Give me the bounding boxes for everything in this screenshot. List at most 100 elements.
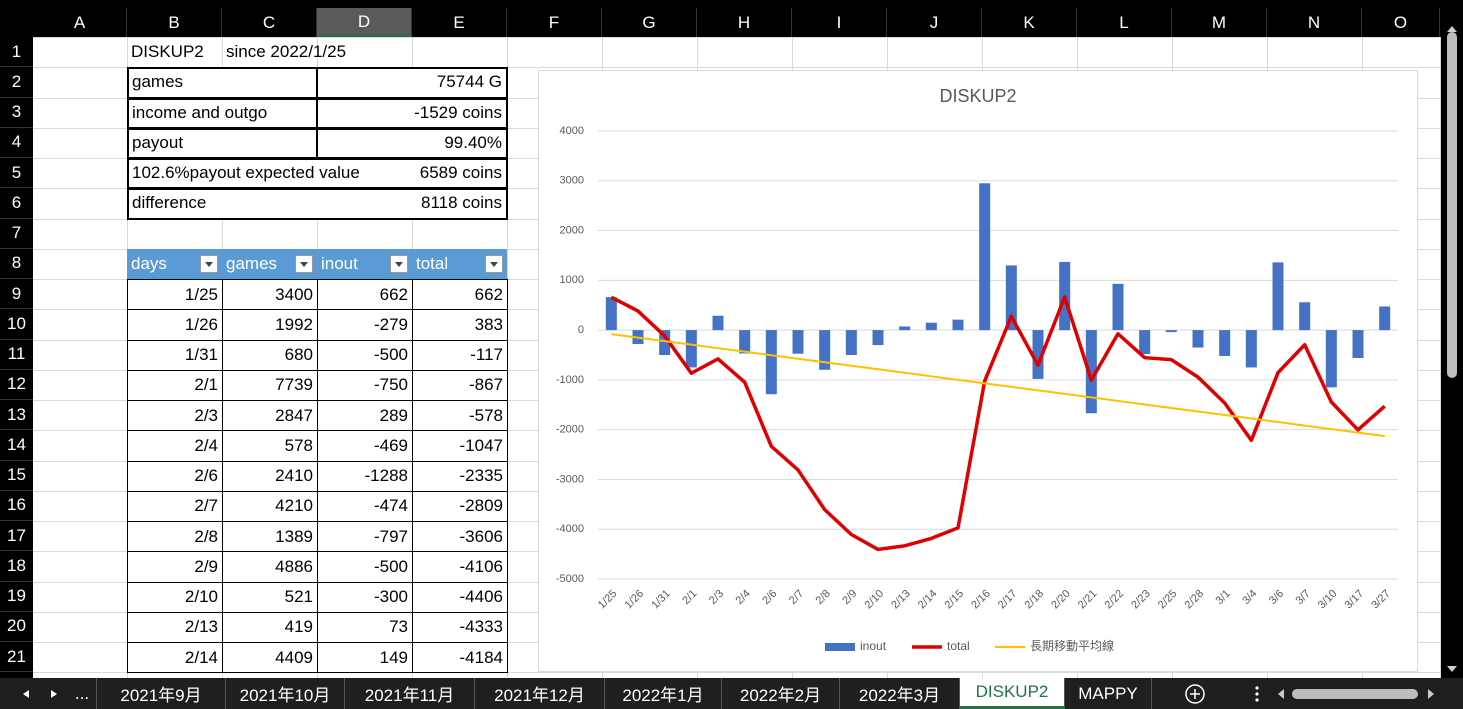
chart: DISKUP2 4000 3000 2000 1000 0 -1000 -2000 -3000… [538, 70, 1418, 672]
sheet-tab[interactable]: 2021年12月 [475, 678, 605, 709]
sheet-tab[interactable]: 2021年10月 [226, 678, 345, 709]
cell: DISKUP2 [131, 42, 204, 62]
add-sheet[interactable] [1183, 683, 1207, 705]
row-header: 10 [0, 309, 33, 340]
sheet-tab[interactable]: DISKUP2 [960, 678, 1065, 709]
filter-arrow [395, 261, 403, 267]
summary-label: games [132, 72, 184, 92]
table-cell: -500 [317, 339, 413, 371]
summary-value: 99.40% [444, 132, 502, 152]
filter-button[interactable] [295, 254, 313, 273]
table-cell: 2/9 [127, 551, 223, 583]
column-header: F [507, 8, 602, 37]
gridline [1440, 37, 1441, 678]
table-cell: 7739 [222, 369, 318, 401]
row-header: 1 [0, 37, 33, 68]
row-header: 2 [0, 67, 33, 98]
column-header: J [887, 8, 982, 37]
table-cell: 2/14 [127, 642, 223, 674]
table-cell: 2/8 [127, 521, 223, 553]
table-cell: -2335 [412, 460, 508, 492]
bar [1379, 306, 1391, 331]
table-cell: -474 [317, 490, 413, 522]
bar [712, 315, 724, 331]
row-header: 16 [0, 490, 33, 521]
tab-nav[interactable] [18, 686, 68, 702]
table-cell: 1/31 [127, 339, 223, 371]
sheet-tab[interactable]: ... [68, 678, 97, 709]
bar [685, 330, 697, 368]
table-cell: -1288 [317, 460, 413, 492]
table-cell: 2410 [222, 460, 318, 492]
filter-button[interactable] [200, 254, 218, 273]
table-cell: -279 [317, 309, 413, 341]
column-header: O [1362, 8, 1440, 37]
sheet-tab[interactable]: 2021年9月 [97, 678, 226, 709]
column-header: L [1077, 8, 1172, 37]
summary-row [127, 158, 508, 190]
column-header: E [412, 8, 507, 37]
table-cell: -797 [317, 521, 413, 553]
column-header: C [222, 8, 317, 37]
table-cell: -4106 [412, 551, 508, 583]
row-header: 13 [0, 400, 33, 431]
bar [899, 326, 911, 331]
row-header: 21 [0, 642, 33, 673]
next-arrow[interactable] [51, 690, 57, 698]
column-header: N [1267, 8, 1362, 37]
bar [1005, 265, 1017, 331]
sheet-tab[interactable]: 2022年1月 [605, 678, 722, 709]
row-header: 9 [0, 279, 33, 310]
table-cell: -469 [317, 430, 413, 462]
table-cell: 578 [222, 430, 318, 462]
more-options[interactable] [1250, 684, 1264, 704]
sheet-tab[interactable]: MAPPY [1065, 678, 1152, 709]
column-header: H [697, 8, 792, 37]
y-tick-label: 1000 [560, 274, 584, 286]
row-header: 5 [0, 158, 33, 189]
column-header: D [317, 8, 412, 37]
sheet-tab[interactable]: 2021年11月 [345, 678, 475, 709]
table-cell: -1047 [412, 430, 508, 462]
filter-button[interactable] [390, 254, 408, 273]
prev-arrow[interactable] [23, 690, 29, 698]
row-header: 3 [0, 97, 33, 128]
bar [1272, 262, 1284, 331]
bar [1299, 302, 1311, 331]
bar [952, 319, 964, 331]
table-cell: 1992 [222, 309, 318, 341]
y-tick-label: 4000 [560, 125, 584, 137]
legend-swatch [825, 643, 855, 651]
table-cell: 2/1 [127, 369, 223, 401]
bar [1165, 330, 1177, 333]
table-cell: 662 [412, 279, 508, 311]
table-cell: 419 [222, 611, 318, 643]
row-header: 11 [0, 339, 33, 370]
row-header: 12 [0, 369, 33, 400]
row-header: 19 [0, 581, 33, 612]
y-tick-label: 0 [578, 324, 584, 336]
vertical-scrollbar[interactable] [1441, 10, 1463, 678]
summary-value: -1529 coins [414, 102, 502, 122]
y-tick-label: -4000 [556, 523, 584, 535]
summary-row [127, 188, 508, 220]
bar [739, 330, 751, 354]
filter-arrow [300, 261, 308, 267]
table-cell: 4210 [222, 490, 318, 522]
row-header: 8 [0, 248, 33, 279]
sheet-tab[interactable]: 2022年3月 [840, 678, 960, 709]
filter-arrow [205, 261, 213, 267]
cell: since 2022/1/25 [226, 42, 347, 62]
y-tick-label: -5000 [556, 573, 584, 585]
table-cell: 521 [222, 581, 318, 613]
bar [872, 330, 884, 346]
divider [316, 127, 318, 158]
sheet-tab[interactable]: 2022年2月 [722, 678, 840, 709]
filter-button[interactable] [485, 254, 503, 273]
summary-label: 102.6%payout expected value [132, 163, 360, 183]
table-cell: 680 [222, 339, 318, 371]
gridline [33, 37, 1440, 38]
horizontal-scrollbar[interactable] [1272, 684, 1440, 704]
table-cell: 2/10 [127, 581, 223, 613]
